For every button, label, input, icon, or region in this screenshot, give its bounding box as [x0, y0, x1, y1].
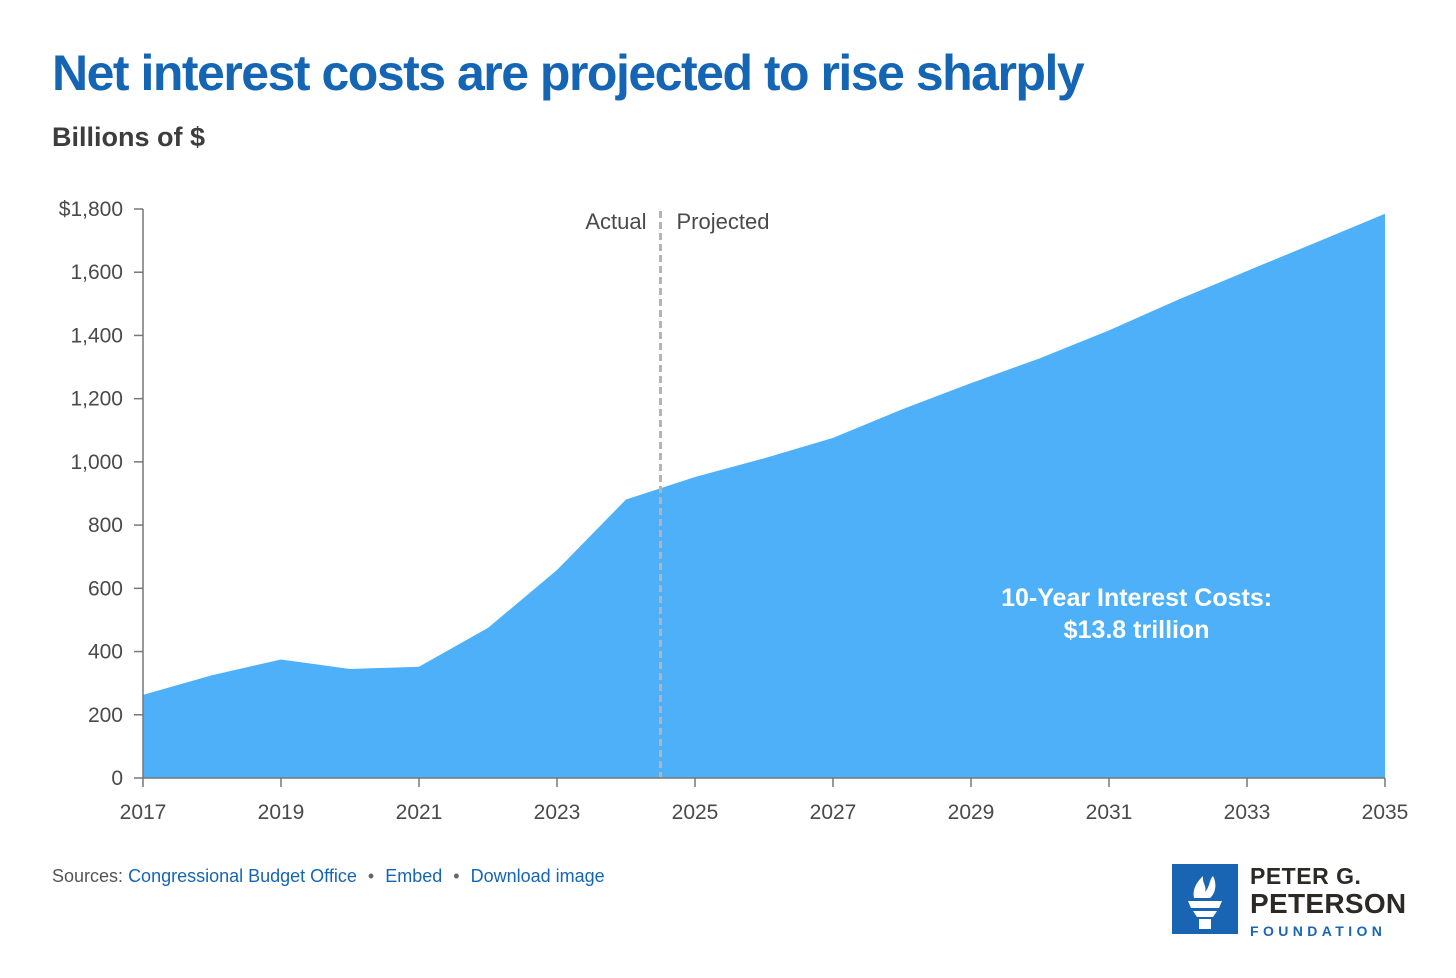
projected-label: Projected — [677, 209, 770, 234]
torch-icon — [1188, 876, 1222, 929]
area-chart: Actual Projected 0 200 400 600 800 1,000 1,200 1… — [59, 198, 1409, 824]
axes-layer: 0 200 400 600 800 1,000 1,200 1,400 1,600 $1,800 2… — [59, 198, 1409, 824]
y-tick-label: 0 — [111, 767, 123, 790]
y-tick-label: 600 — [88, 577, 123, 600]
logo-line-1: PETER G. — [1250, 863, 1362, 889]
x-tick-label: 2017 — [120, 801, 167, 824]
x-tick-label: 2027 — [810, 801, 857, 824]
interest-area — [143, 213, 1385, 778]
y-tick-label: 1,000 — [70, 451, 123, 474]
embed-link[interactable]: Embed — [385, 866, 443, 886]
download-image-link[interactable]: Download image — [470, 866, 605, 886]
x-tick-label: 2021 — [396, 801, 443, 824]
logo-line-2: PETERSON — [1250, 888, 1407, 919]
y-tick-label: 800 — [88, 514, 123, 537]
x-tick-label: 2023 — [534, 801, 581, 824]
actual-label: Actual — [585, 209, 646, 234]
annotation-line-1: 10-Year Interest Costs: — [1001, 584, 1272, 612]
label-layer: 10-Year Interest Costs: $13.8 trillion — [1001, 584, 1272, 644]
y-tick-label: 200 — [88, 704, 123, 727]
separator-dot: • — [367, 866, 375, 886]
logo-line-3: FOUNDATION — [1250, 923, 1387, 939]
logo-wordmark: PETER G. PETERSON FOUNDATION — [1250, 863, 1407, 939]
separator-dot: • — [453, 866, 460, 886]
x-tick-label: 2025 — [672, 801, 719, 824]
divider-layer: Actual Projected — [585, 209, 769, 778]
x-tick-label: 2033 — [1224, 801, 1271, 824]
x-tick-label: 2031 — [1086, 801, 1133, 824]
x-tick-label: 2035 — [1362, 801, 1409, 824]
x-tick-label: 2019 — [258, 801, 305, 824]
chart-title: Net interest costs are projected to rise… — [52, 45, 1085, 101]
x-tick-label: 2029 — [948, 801, 995, 824]
source-footer: Sources: Congressional Budget Office • E… — [52, 866, 605, 887]
annotation-line-2: $13.8 trillion — [1064, 616, 1210, 644]
logo-box — [1172, 864, 1238, 934]
y-tick-label: 1,600 — [70, 261, 123, 284]
y-tick-label: 1,400 — [70, 324, 123, 347]
y-tick-label: 400 — [88, 641, 123, 664]
chart-subtitle: Billions of $ — [52, 122, 206, 152]
source-link-cbo[interactable]: Congressional Budget Office — [128, 866, 357, 886]
y-tick-label: 1,200 — [70, 388, 123, 411]
peterson-foundation-logo[interactable]: PETER G. PETERSON FOUNDATION — [1172, 863, 1422, 939]
y-tick-label: $1,800 — [59, 198, 123, 221]
area-layer — [143, 213, 1385, 778]
sources-label: Sources: — [52, 866, 124, 886]
